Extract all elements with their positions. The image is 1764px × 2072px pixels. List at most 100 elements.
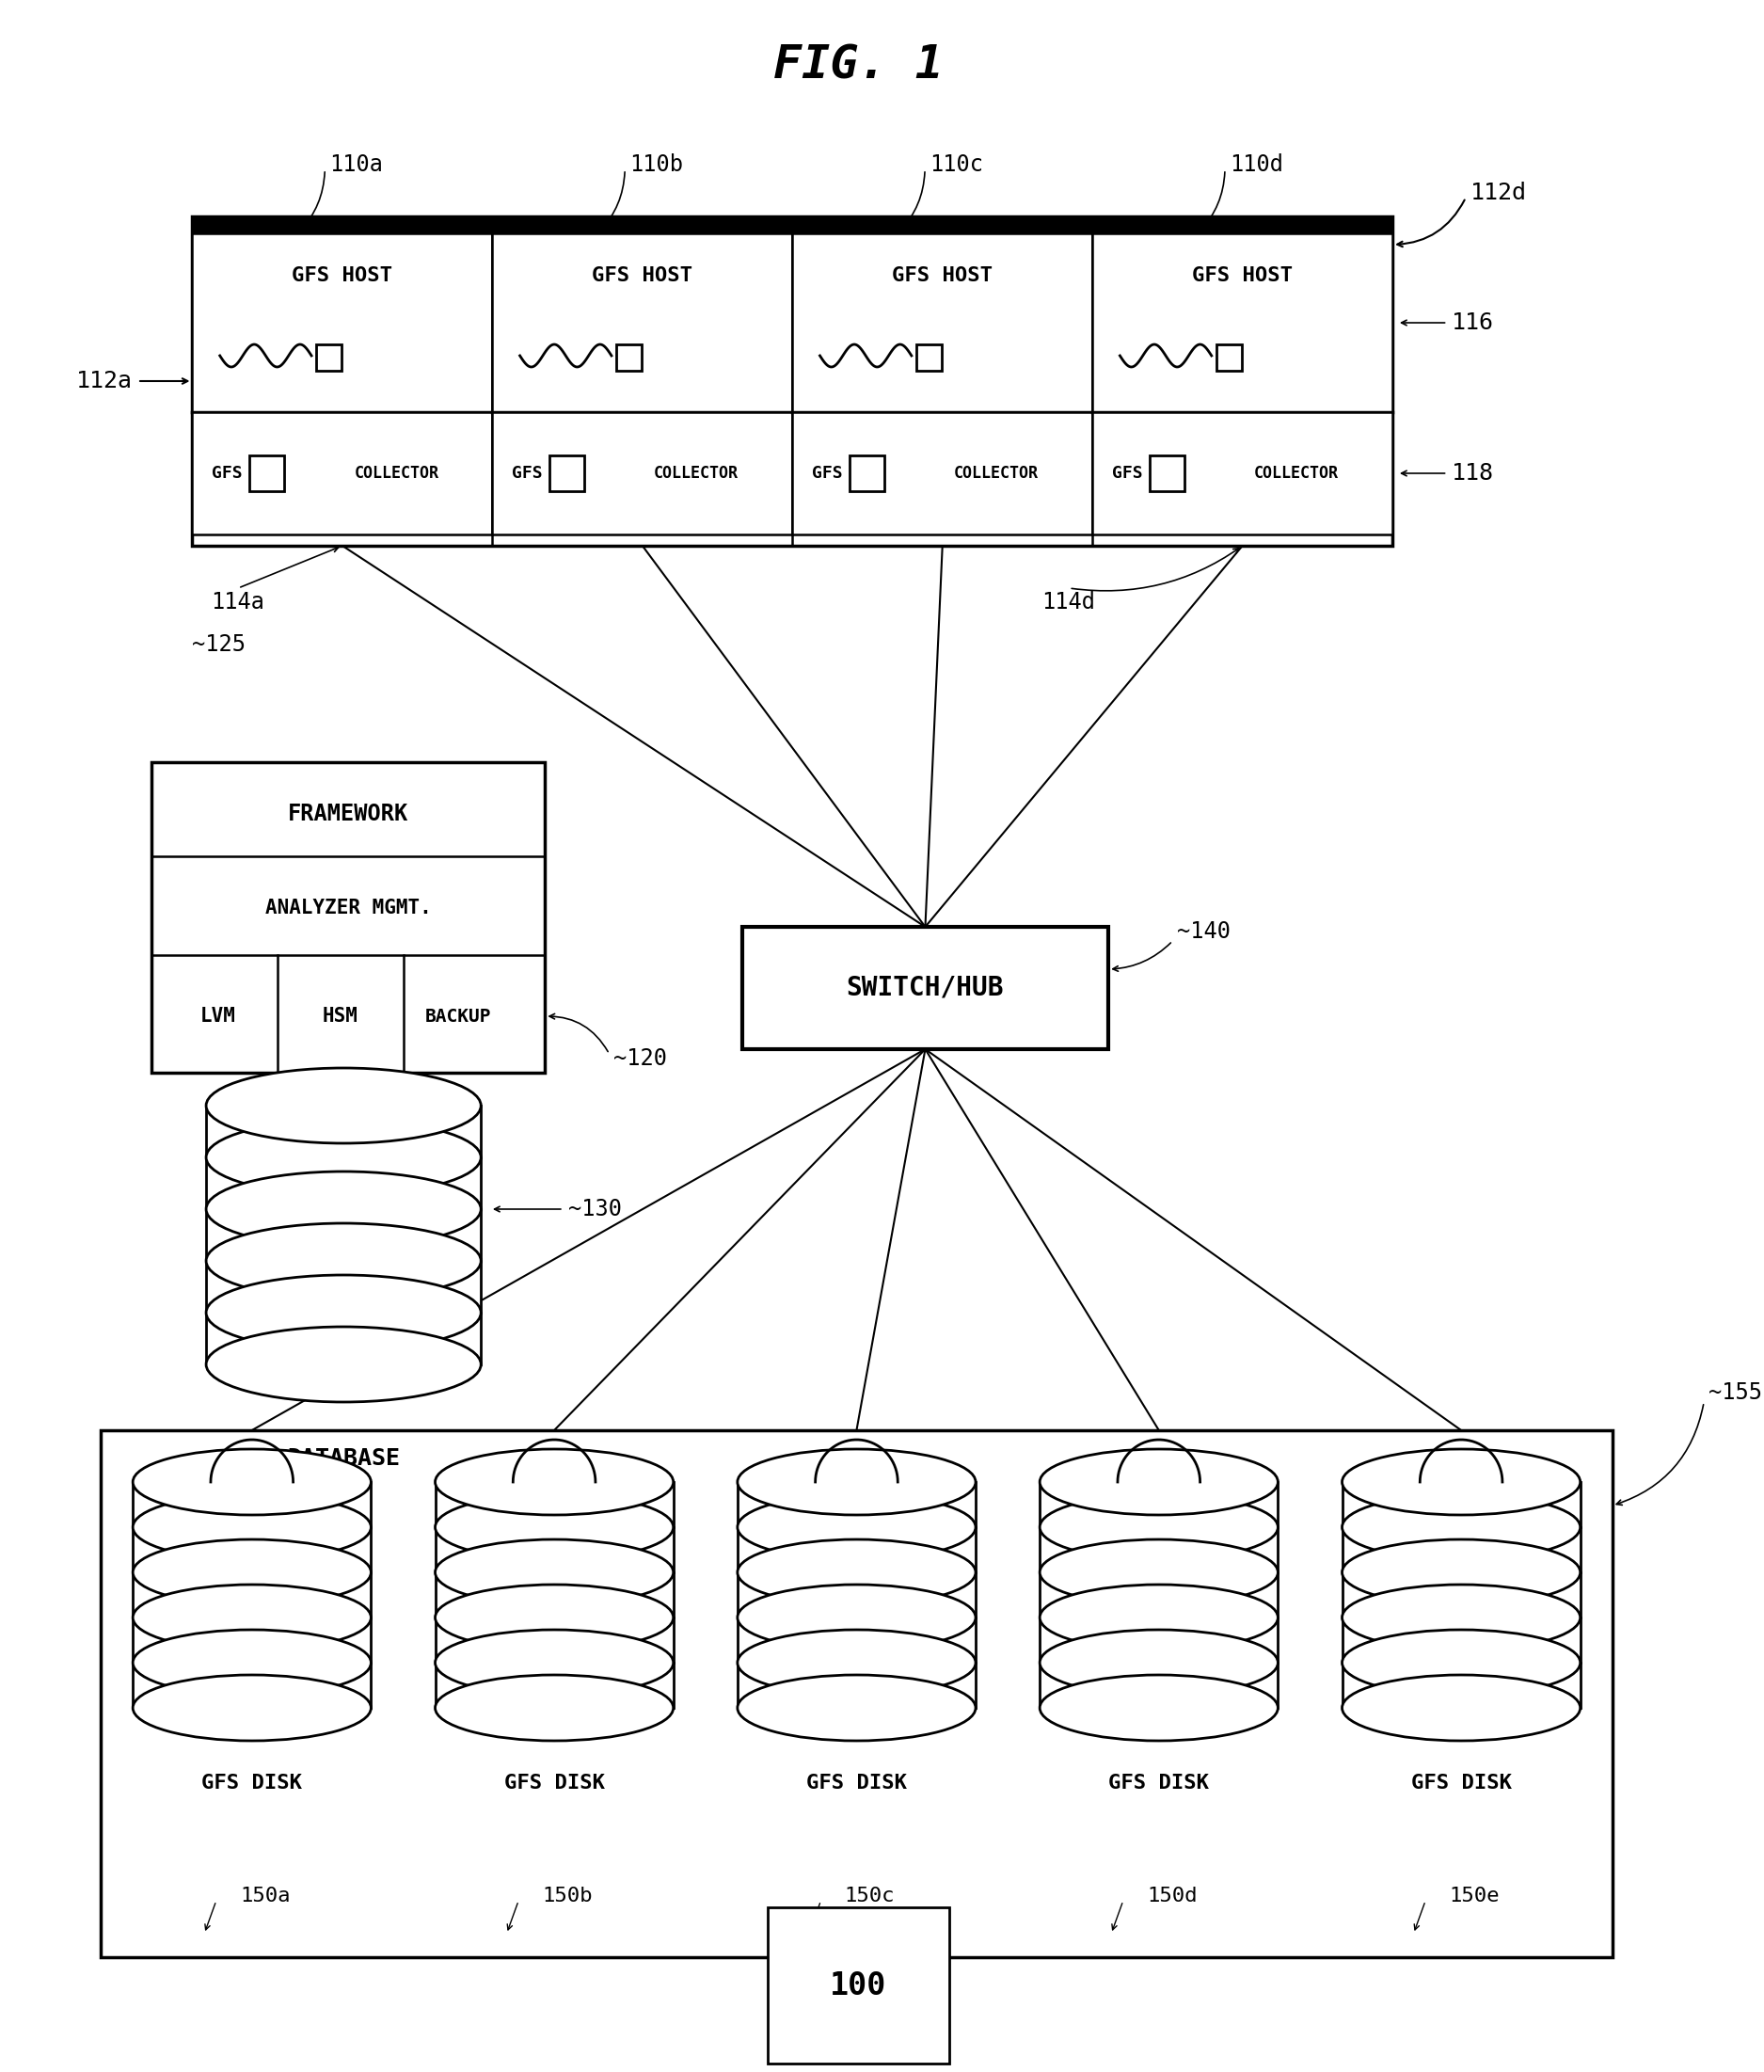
Text: COLLECTOR: COLLECTOR bbox=[355, 464, 439, 483]
Bar bbox=[101, 1430, 1612, 1958]
Ellipse shape bbox=[737, 1585, 975, 1651]
Bar bbox=[316, 344, 342, 371]
Text: GFS HOST: GFS HOST bbox=[893, 267, 993, 286]
Ellipse shape bbox=[1039, 1494, 1277, 1560]
FancyBboxPatch shape bbox=[1342, 1481, 1581, 1527]
FancyBboxPatch shape bbox=[436, 1662, 674, 1707]
Bar bbox=[192, 412, 492, 535]
Text: GFS DISK: GFS DISK bbox=[505, 1774, 605, 1792]
FancyBboxPatch shape bbox=[206, 1210, 482, 1262]
Text: ~120: ~120 bbox=[614, 1046, 667, 1069]
FancyBboxPatch shape bbox=[132, 1618, 370, 1662]
FancyBboxPatch shape bbox=[1039, 1527, 1277, 1573]
Text: 118: 118 bbox=[1452, 462, 1494, 485]
Text: FIG. 1: FIG. 1 bbox=[773, 44, 944, 89]
Text: DATABASE: DATABASE bbox=[288, 1446, 400, 1469]
Ellipse shape bbox=[1039, 1674, 1277, 1740]
Ellipse shape bbox=[737, 1539, 975, 1606]
FancyBboxPatch shape bbox=[436, 1618, 674, 1662]
Text: 116: 116 bbox=[1452, 311, 1494, 334]
Ellipse shape bbox=[737, 1631, 975, 1695]
Ellipse shape bbox=[1342, 1494, 1581, 1560]
Bar bbox=[1148, 456, 1184, 491]
Text: 110a: 110a bbox=[330, 153, 383, 176]
FancyBboxPatch shape bbox=[436, 1481, 674, 1527]
Text: COLLECTOR: COLLECTOR bbox=[654, 464, 739, 483]
Bar bbox=[192, 234, 492, 412]
Bar bbox=[249, 456, 284, 491]
Bar bbox=[192, 215, 1392, 234]
Text: 150d: 150d bbox=[1147, 1888, 1198, 1906]
Ellipse shape bbox=[132, 1494, 370, 1560]
FancyBboxPatch shape bbox=[737, 1662, 975, 1707]
FancyBboxPatch shape bbox=[1342, 1527, 1581, 1573]
Text: FRAMEWORK: FRAMEWORK bbox=[288, 802, 409, 825]
Bar bbox=[743, 926, 1108, 1048]
Ellipse shape bbox=[132, 1448, 370, 1515]
Bar bbox=[916, 344, 942, 371]
Text: ~125: ~125 bbox=[192, 634, 245, 657]
FancyBboxPatch shape bbox=[1039, 1573, 1277, 1618]
Ellipse shape bbox=[1342, 1674, 1581, 1740]
Ellipse shape bbox=[206, 1119, 482, 1196]
Text: SWITCH/HUB: SWITCH/HUB bbox=[847, 974, 1004, 1001]
Ellipse shape bbox=[1342, 1585, 1581, 1651]
Text: GFS: GFS bbox=[811, 464, 843, 483]
Text: COLLECTOR: COLLECTOR bbox=[1254, 464, 1339, 483]
FancyBboxPatch shape bbox=[1039, 1618, 1277, 1662]
FancyBboxPatch shape bbox=[132, 1527, 370, 1573]
Text: ANALYZER MGMT.: ANALYZER MGMT. bbox=[265, 899, 430, 918]
Ellipse shape bbox=[132, 1585, 370, 1651]
Text: 110c: 110c bbox=[930, 153, 983, 176]
Text: 110d: 110d bbox=[1230, 153, 1282, 176]
Ellipse shape bbox=[1039, 1585, 1277, 1651]
Bar bbox=[152, 762, 545, 1073]
Ellipse shape bbox=[1342, 1631, 1581, 1695]
Text: ~155: ~155 bbox=[1709, 1382, 1762, 1405]
FancyBboxPatch shape bbox=[1039, 1662, 1277, 1707]
Ellipse shape bbox=[436, 1539, 674, 1606]
Text: COLLECTOR: COLLECTOR bbox=[954, 464, 1039, 483]
Ellipse shape bbox=[436, 1631, 674, 1695]
FancyBboxPatch shape bbox=[206, 1106, 482, 1158]
Text: GFS HOST: GFS HOST bbox=[293, 267, 393, 286]
Text: ~140: ~140 bbox=[1177, 920, 1231, 943]
Ellipse shape bbox=[737, 1448, 975, 1515]
FancyBboxPatch shape bbox=[132, 1573, 370, 1618]
FancyBboxPatch shape bbox=[1342, 1618, 1581, 1662]
Text: HSM: HSM bbox=[323, 1007, 358, 1026]
Ellipse shape bbox=[132, 1674, 370, 1740]
Ellipse shape bbox=[132, 1631, 370, 1695]
Ellipse shape bbox=[1039, 1631, 1277, 1695]
Text: GFS HOST: GFS HOST bbox=[1192, 267, 1293, 286]
Ellipse shape bbox=[737, 1674, 975, 1740]
Ellipse shape bbox=[737, 1494, 975, 1560]
Text: ~130: ~130 bbox=[568, 1198, 621, 1220]
Ellipse shape bbox=[206, 1171, 482, 1247]
Ellipse shape bbox=[436, 1674, 674, 1740]
Text: 150e: 150e bbox=[1450, 1888, 1499, 1906]
Text: 114a: 114a bbox=[210, 591, 265, 613]
Ellipse shape bbox=[1342, 1448, 1581, 1515]
Bar bbox=[1092, 234, 1392, 412]
FancyBboxPatch shape bbox=[1342, 1573, 1581, 1618]
Ellipse shape bbox=[436, 1494, 674, 1560]
Text: 150a: 150a bbox=[240, 1888, 291, 1906]
FancyBboxPatch shape bbox=[737, 1618, 975, 1662]
Bar bbox=[492, 412, 792, 535]
Bar bbox=[616, 344, 642, 371]
Text: 150b: 150b bbox=[542, 1888, 593, 1906]
FancyBboxPatch shape bbox=[132, 1662, 370, 1707]
Bar bbox=[792, 412, 1092, 535]
Text: GFS DISK: GFS DISK bbox=[201, 1774, 302, 1792]
Bar bbox=[1092, 412, 1392, 535]
Text: GFS DISK: GFS DISK bbox=[1411, 1774, 1512, 1792]
FancyBboxPatch shape bbox=[737, 1573, 975, 1618]
Text: BACKUP: BACKUP bbox=[425, 1007, 492, 1026]
Ellipse shape bbox=[1039, 1448, 1277, 1515]
Ellipse shape bbox=[206, 1222, 482, 1299]
FancyBboxPatch shape bbox=[737, 1481, 975, 1527]
FancyBboxPatch shape bbox=[132, 1481, 370, 1527]
Text: LVM: LVM bbox=[201, 1007, 236, 1026]
Bar bbox=[192, 215, 1392, 545]
